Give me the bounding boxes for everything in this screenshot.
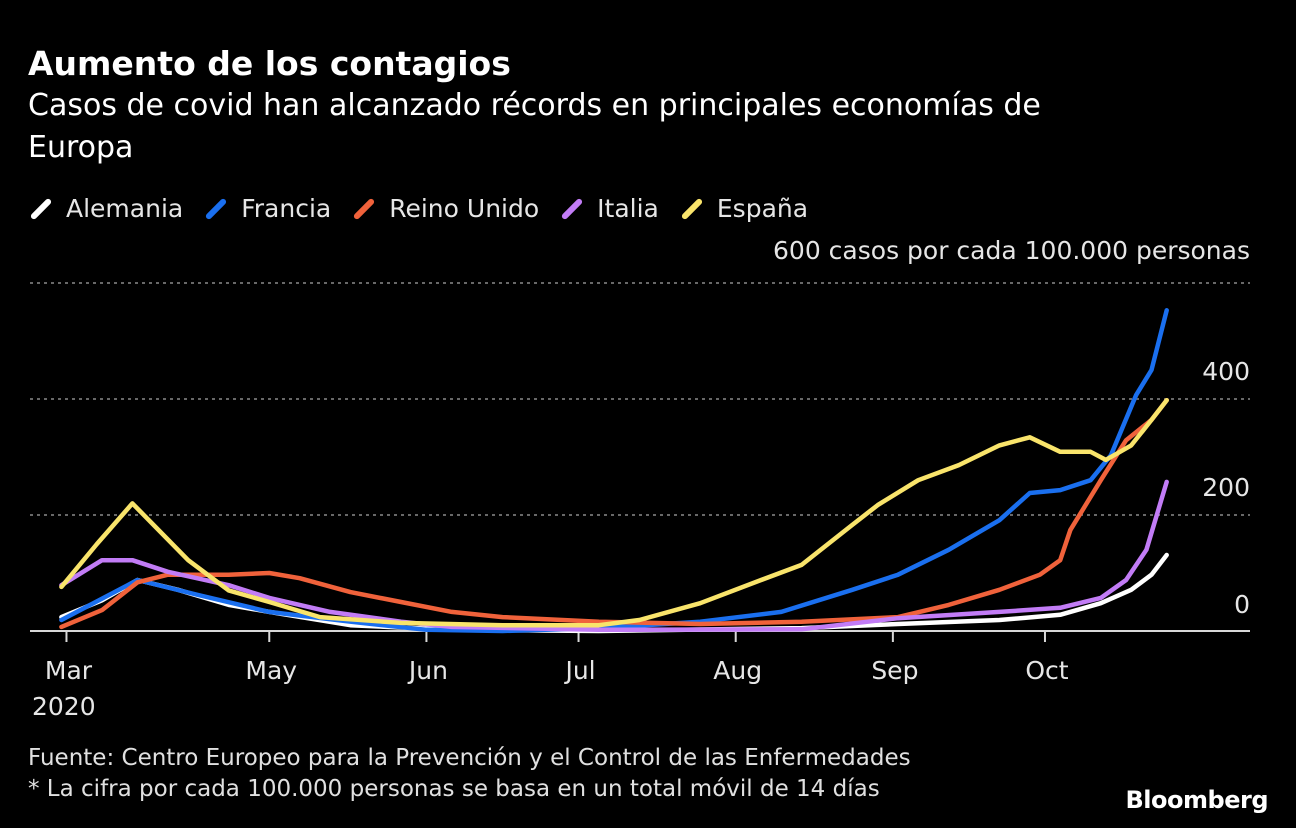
x-tick-label-aug: Aug [713,656,763,685]
legend-label: Italia [597,194,659,223]
x-tick-label-sep: Sep [871,656,919,685]
series-line-reino-unido [59,397,1169,630]
x-tick-label-jun: Jun [408,656,448,685]
legend-label: Francia [241,194,332,223]
legend-label: Alemania [66,194,184,223]
source-note: Fuente: Centro Europeo para la Prevenció… [28,745,911,771]
series-line-italia [59,479,1169,633]
legend-label: España [716,194,809,223]
series-line-alemania [59,552,1169,634]
legend-label: Reino Unido [389,194,540,223]
chart-subtitle-line-2: Europa [28,130,134,165]
chart-title: Aumento de los contagios [28,44,511,83]
series-line-francia [59,308,1169,634]
y-tick-label-200: 200 [1202,473,1250,502]
legend-item-italia: Italia [559,194,659,223]
legend-item-alemania: Alemania [28,194,183,223]
chart-subtitle-line-1: Casos de covid han alcanzado récords en … [28,88,1041,123]
footnote: * La cifra por cada 100.000 personas se … [28,776,880,802]
y-axis-unit-label: 600 casos por cada 100.000 personas [773,236,1250,265]
legend: Alemania Francia Reino Unido Italia Espa… [28,194,808,223]
x-axis-year: 2020 [32,692,96,721]
legend-item-espana: España [679,194,808,223]
y-tick-label-400: 400 [1202,357,1250,386]
x-tick-label-may: May [245,656,298,685]
y-tick-label-0: 0 [1234,590,1250,619]
x-tick-label-oct: Oct [1025,656,1069,685]
bloomberg-logo: Bloomberg [1125,786,1269,814]
legend-item-francia: Francia [203,194,331,223]
series-line-espana [59,397,1169,628]
legend-item-reino-unido: Reino Unido [351,194,539,223]
x-tick-label-jul: Jul [565,656,596,685]
x-tick-label-mar: Mar [44,656,93,685]
